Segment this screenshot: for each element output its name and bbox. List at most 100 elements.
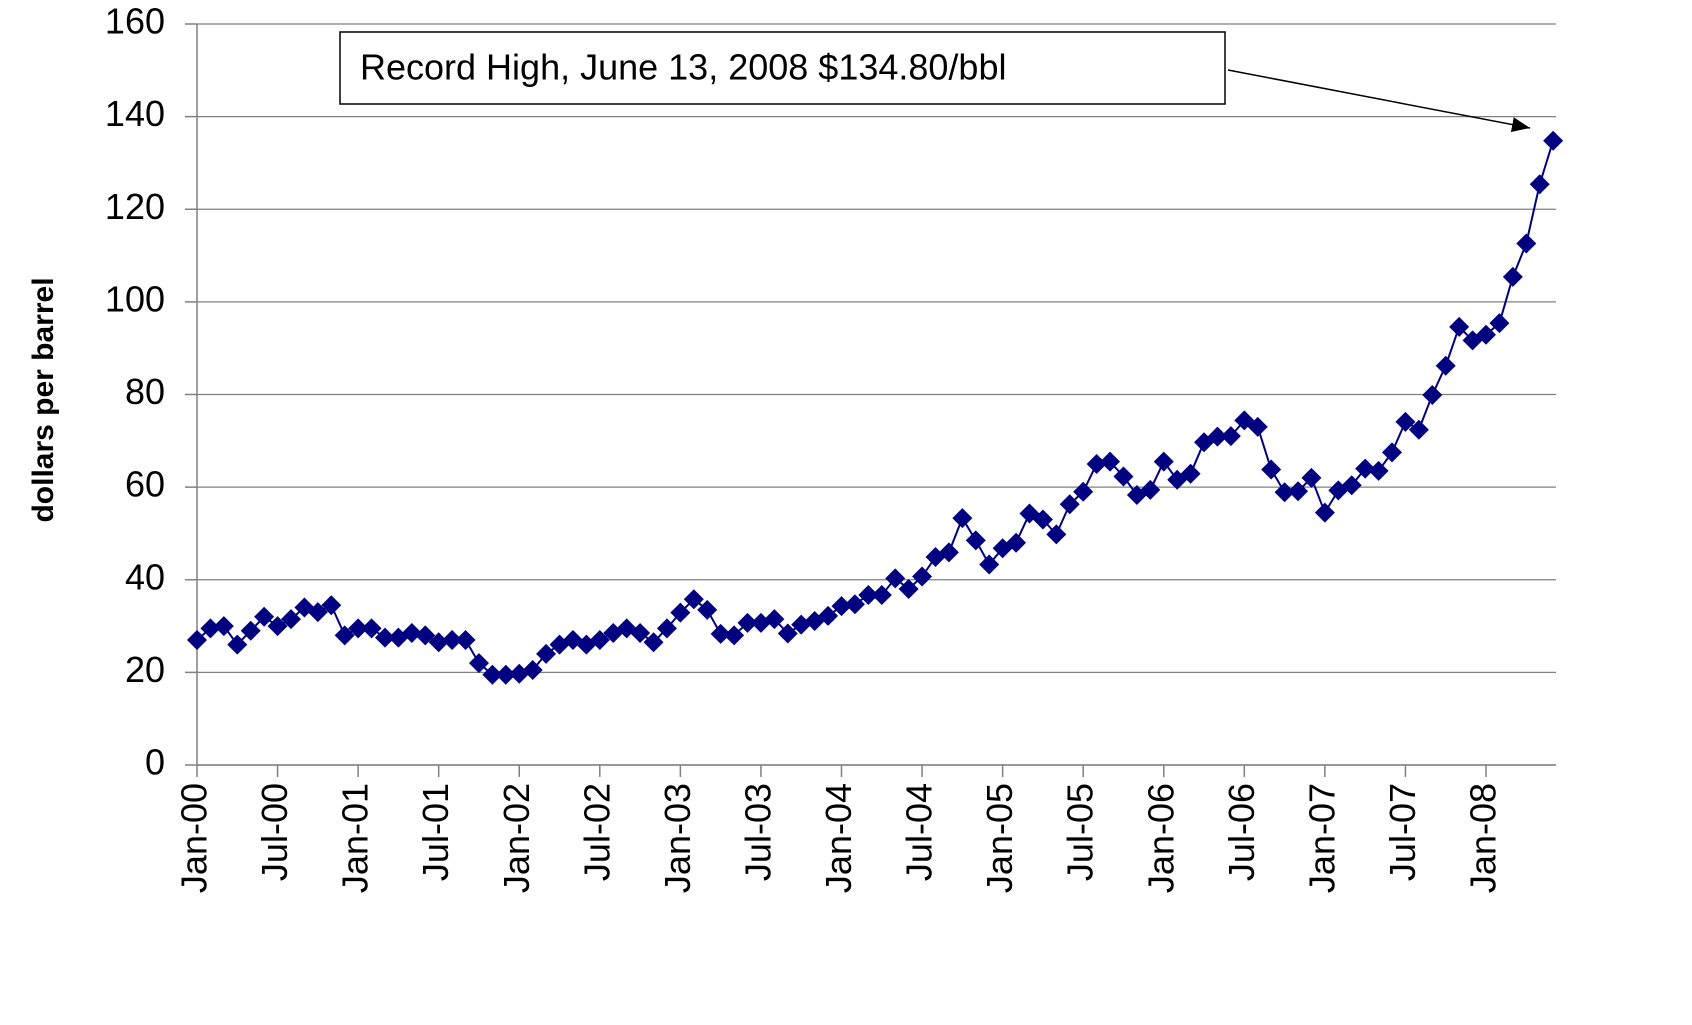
data-point — [1220, 426, 1241, 447]
y-tick-label: 140 — [105, 93, 165, 134]
data-point — [267, 616, 288, 637]
data-point — [1153, 451, 1174, 472]
annotation-arrow — [1227, 69, 1531, 132]
y-tick-label: 0 — [145, 742, 165, 783]
data-point — [710, 623, 731, 644]
x-tick-label: Jul-06 — [1221, 783, 1262, 881]
x-tick-label: Jul-01 — [415, 783, 456, 881]
data-point — [1529, 174, 1550, 195]
data-point — [1032, 509, 1053, 530]
data-point — [912, 566, 933, 587]
x-tick-label: Jul-04 — [899, 783, 940, 881]
data-point — [227, 634, 248, 655]
data-point — [898, 579, 919, 600]
data-point — [348, 618, 369, 639]
x-tick-label: Jan-07 — [1301, 783, 1342, 893]
data-point — [187, 629, 207, 650]
x-tick-label: Jul-07 — [1382, 783, 1423, 881]
data-point — [374, 627, 395, 648]
data-point — [1422, 384, 1443, 405]
y-tick-label: 120 — [105, 186, 165, 227]
x-tick-label: Jan-04 — [818, 783, 859, 893]
data-point — [468, 653, 489, 674]
x-tick-label: Jan-00 — [174, 783, 215, 893]
data-point — [643, 632, 664, 653]
data-point — [240, 620, 261, 641]
data-point — [200, 618, 221, 639]
data-point — [1207, 426, 1228, 447]
data-point — [1368, 460, 1389, 481]
data-point — [1288, 481, 1309, 502]
data-point — [938, 542, 959, 563]
x-tick-label: Jul-03 — [737, 783, 778, 881]
data-point — [334, 625, 355, 646]
data-point — [1341, 475, 1362, 496]
data-point — [428, 632, 449, 653]
data-point — [737, 612, 758, 633]
y-axis-label: dollars per barrel — [27, 277, 60, 522]
x-tick-label: Jul-05 — [1060, 783, 1101, 881]
y-tick-label: 60 — [125, 464, 165, 505]
data-point — [1006, 532, 1027, 553]
data-point — [415, 625, 436, 646]
x-tick-label: Jan-01 — [335, 783, 376, 893]
x-tick-label: Jan-02 — [496, 783, 537, 893]
data-point — [1100, 451, 1121, 472]
data-point — [1140, 479, 1161, 500]
data-point — [965, 530, 986, 551]
data-point — [1516, 233, 1537, 254]
x-tick-label: Jan-08 — [1463, 783, 1504, 893]
data-point — [1247, 416, 1268, 437]
data-point — [495, 664, 516, 685]
data-point — [844, 594, 865, 615]
data-point — [1476, 324, 1496, 345]
x-tick-label: Jan-03 — [657, 783, 698, 893]
data-point — [1314, 502, 1335, 523]
data-point — [213, 616, 234, 637]
data-point — [818, 605, 839, 626]
y-tick-label: 100 — [105, 278, 165, 319]
data-point — [1543, 130, 1564, 151]
data-point — [1489, 313, 1510, 334]
data-point — [1073, 481, 1094, 502]
data-point — [1086, 453, 1107, 474]
data-point — [254, 606, 275, 627]
data-point — [697, 599, 718, 620]
data-point — [764, 609, 785, 630]
data-point — [1395, 411, 1416, 432]
data-point — [1059, 494, 1080, 515]
data-point — [589, 629, 610, 650]
data-point — [1046, 524, 1067, 545]
data-point — [455, 629, 476, 650]
data-point — [442, 629, 463, 650]
data-point — [1355, 458, 1376, 479]
data-point — [536, 643, 557, 664]
data-point — [482, 664, 503, 685]
data-point — [777, 623, 798, 644]
data-point — [1382, 442, 1403, 463]
y-tick-label: 80 — [125, 371, 165, 412]
data-point — [522, 660, 543, 681]
data-point — [670, 602, 691, 623]
data-point — [1180, 463, 1201, 484]
y-tick-label: 160 — [105, 1, 165, 42]
data-point — [858, 585, 879, 606]
x-tick-label: Jul-00 — [254, 783, 295, 881]
data-point — [1408, 419, 1429, 440]
data-point — [885, 568, 906, 589]
data-point — [1261, 459, 1282, 480]
data-point — [321, 595, 342, 616]
x-tick-label: Jul-02 — [576, 783, 617, 881]
data-point — [871, 585, 892, 606]
data-point — [683, 589, 704, 610]
data-point — [831, 596, 852, 617]
data-point — [1435, 355, 1456, 376]
y-tick-label: 40 — [125, 556, 165, 597]
x-tick-label: Jan-06 — [1140, 783, 1181, 893]
data-point — [952, 508, 973, 529]
data-point — [1113, 466, 1134, 487]
data-point — [401, 623, 422, 644]
data-point — [656, 618, 677, 639]
data-point — [1301, 467, 1322, 488]
